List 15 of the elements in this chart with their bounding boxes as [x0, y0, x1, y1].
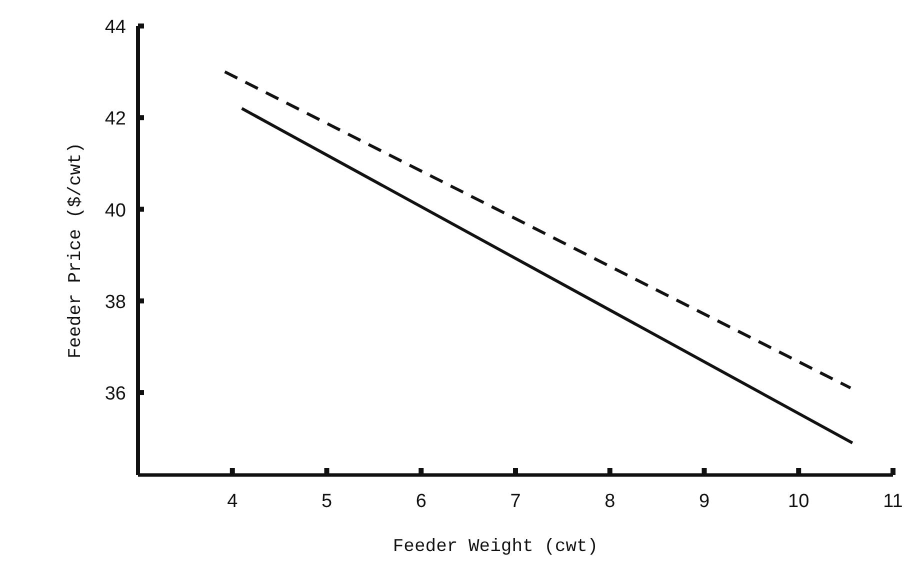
y-tick-label: 40	[104, 200, 126, 222]
x-tick-label: 8	[604, 491, 616, 512]
x-axis-title: Feeder Weight (cwt)	[392, 537, 598, 557]
y-tick-label: 38	[104, 292, 126, 313]
x-tick-label: 7	[510, 491, 521, 512]
x-tick-label: 10	[788, 491, 810, 512]
x-tick-label: 9	[698, 491, 710, 512]
y-tick-label: 36	[104, 384, 126, 405]
y-tick-label: 42	[104, 108, 126, 130]
y-axis-title: Feeder Price ($/cwt)	[66, 142, 86, 359]
x-tick-label: 6	[416, 491, 426, 512]
x-tick-label: 11	[883, 491, 903, 512]
y-tick-label: 44	[104, 17, 126, 38]
x-tick-label: 4	[227, 491, 238, 512]
x-tick-label: 5	[321, 491, 332, 512]
